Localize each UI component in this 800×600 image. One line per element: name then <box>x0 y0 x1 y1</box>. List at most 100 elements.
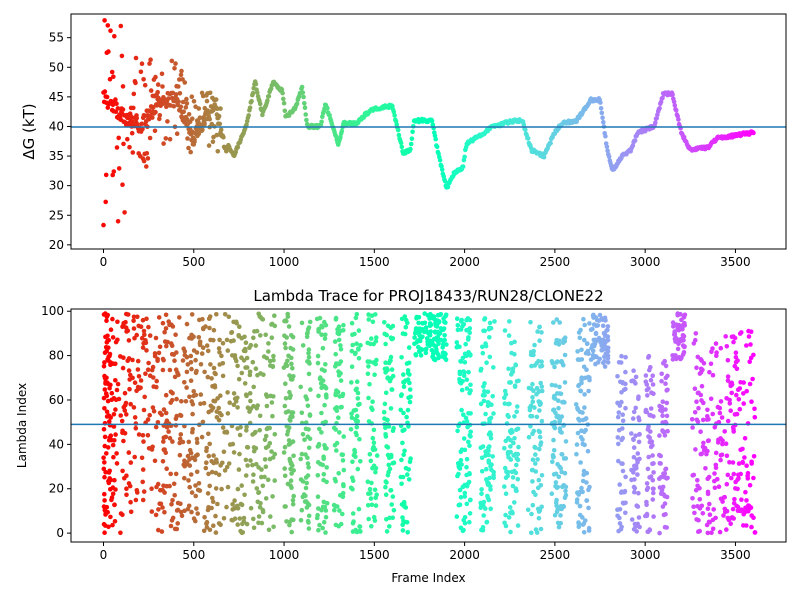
lambda-point <box>663 512 668 517</box>
lambda-point <box>305 461 311 466</box>
lambda-point <box>407 387 413 392</box>
lambda-point <box>486 327 492 332</box>
lambda-point <box>317 376 323 382</box>
lambda-point <box>168 400 173 405</box>
lambda-point <box>307 412 313 417</box>
lambda-point <box>236 333 241 338</box>
lambda-point <box>331 502 337 508</box>
lambda-point <box>691 504 696 510</box>
lambda-point <box>400 515 405 520</box>
lambda-point <box>675 346 681 352</box>
lambda-point <box>581 472 586 478</box>
lambda-point <box>305 473 311 478</box>
delta-g-point <box>253 81 259 87</box>
lambda-point <box>168 471 173 477</box>
lambda-point <box>195 511 200 516</box>
lambda-point <box>616 410 622 415</box>
lambda-point <box>124 473 129 479</box>
delta-g-point <box>107 76 113 82</box>
lambda-point <box>352 447 357 453</box>
delta-g-point <box>110 172 115 178</box>
lambda-point <box>506 515 512 520</box>
lambda-point <box>251 525 257 531</box>
lambda-point <box>533 492 538 498</box>
lambda-point <box>575 357 581 362</box>
lambda-point <box>373 339 379 344</box>
delta-g-point <box>148 57 153 62</box>
lambda-point <box>462 494 468 499</box>
lambda-point <box>247 391 253 396</box>
lambda-point <box>385 367 390 373</box>
delta-g-point <box>391 109 397 115</box>
lambda-point <box>323 514 329 520</box>
lambda-point <box>720 438 725 443</box>
lambda-point <box>131 405 137 410</box>
lambda-point <box>579 380 584 386</box>
delta-g-point <box>207 90 213 96</box>
lambda-point <box>163 410 169 416</box>
lambda-point <box>657 433 662 438</box>
lambda-point <box>660 484 666 490</box>
lambda-point <box>738 508 743 514</box>
lambda-point <box>365 359 371 364</box>
lambda-point <box>133 421 139 426</box>
lambda-point <box>332 339 338 344</box>
x-tick-label: 3500 <box>720 548 751 562</box>
lambda-point <box>253 343 259 348</box>
lambda-point <box>719 415 725 420</box>
delta-g-point <box>182 80 188 85</box>
lambda-point <box>126 368 132 373</box>
lambda-point <box>118 413 123 418</box>
lambda-point <box>104 451 109 456</box>
lambda-point <box>135 367 141 372</box>
lambda-point <box>175 521 180 526</box>
lambda-point <box>680 352 686 357</box>
lambda-point <box>340 494 346 500</box>
delta-g-point <box>216 113 222 119</box>
delta-g-point <box>133 80 138 86</box>
lambda-point <box>464 501 470 507</box>
lambda-point <box>145 433 151 438</box>
lambda-point <box>243 473 249 478</box>
lambda-point <box>108 327 114 333</box>
lambda-point <box>169 351 175 357</box>
lambda-point <box>696 405 701 411</box>
delta-g-point <box>183 105 189 110</box>
lambda-point <box>555 461 560 467</box>
lambda-point <box>193 493 198 499</box>
lambda-point <box>306 520 311 525</box>
lambda-point <box>616 441 621 447</box>
lambda-point <box>315 473 321 478</box>
lambda-point <box>632 489 637 495</box>
lambda-point <box>657 452 662 458</box>
lambda-point <box>198 362 204 367</box>
lambda-point <box>118 530 123 536</box>
y-tick-label: 25 <box>49 208 64 222</box>
lambda-point <box>490 393 496 399</box>
lambda-point <box>484 360 489 366</box>
lambda-point <box>722 429 727 434</box>
delta-g-point <box>178 104 184 110</box>
lambda-point <box>320 462 326 468</box>
lambda-point <box>350 332 355 338</box>
delta-g-point <box>120 182 125 187</box>
lambda-point <box>403 378 408 384</box>
lambda-point <box>680 343 686 348</box>
lambda-point <box>619 353 624 359</box>
lambda-point <box>399 481 404 487</box>
lambda-point <box>539 363 545 369</box>
lambda-point <box>731 429 736 434</box>
lambda-point <box>538 440 544 445</box>
lambda-point <box>101 395 107 401</box>
lambda-point <box>749 459 754 465</box>
lambda-point <box>227 400 232 406</box>
lambda-point <box>224 464 230 470</box>
lambda-point <box>125 312 131 317</box>
delta-g-point <box>632 138 638 143</box>
delta-g-point <box>165 119 170 124</box>
lambda-point <box>510 475 516 480</box>
delta-g-point <box>190 116 195 121</box>
delta-g-point <box>120 84 126 89</box>
lambda-point <box>262 437 268 443</box>
